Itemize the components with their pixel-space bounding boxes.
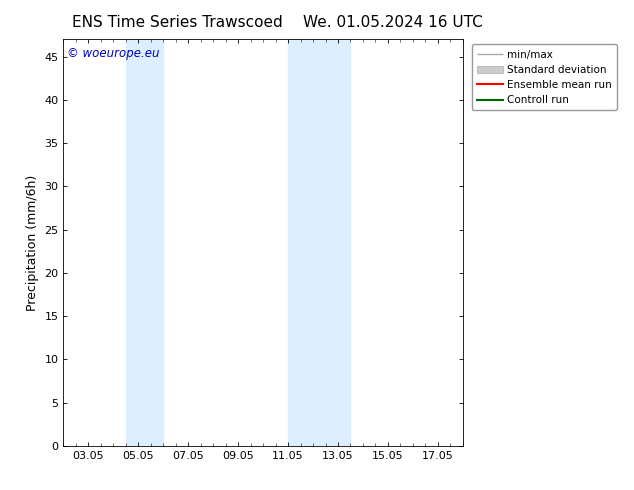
Bar — [288, 39, 351, 446]
Bar — [126, 39, 164, 446]
Legend: min/max, Standard deviation, Ensemble mean run, Controll run: min/max, Standard deviation, Ensemble me… — [472, 45, 618, 110]
Text: © woeurope.eu: © woeurope.eu — [67, 48, 160, 60]
Y-axis label: Precipitation (mm/6h): Precipitation (mm/6h) — [26, 174, 39, 311]
Text: ENS Time Series Trawscoed: ENS Time Series Trawscoed — [72, 15, 283, 30]
Text: We. 01.05.2024 16 UTC: We. 01.05.2024 16 UTC — [303, 15, 483, 30]
